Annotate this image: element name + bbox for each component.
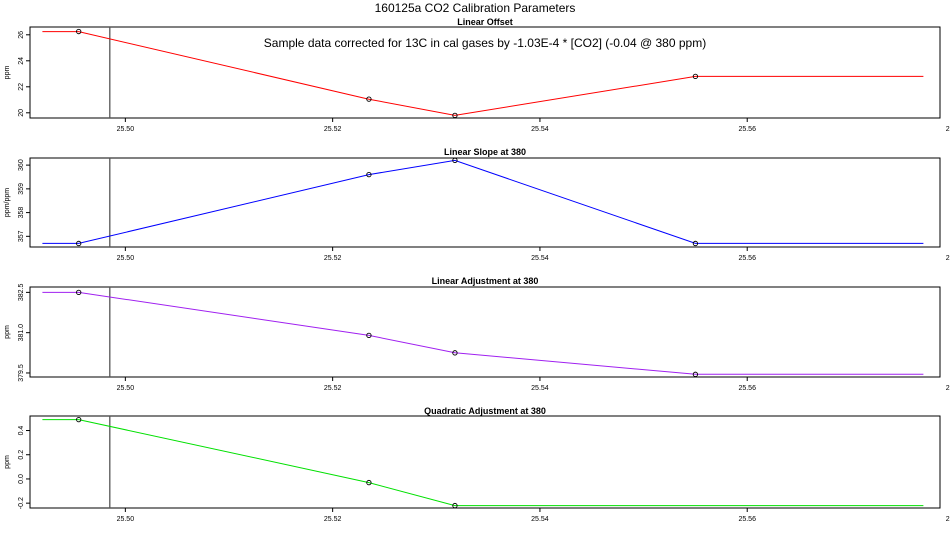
- data-point: [76, 28, 82, 35]
- data-point: [452, 157, 458, 164]
- y-tick-label: 20: [18, 109, 25, 117]
- x-tick-label: 25.52: [324, 255, 342, 262]
- data-point: [76, 416, 82, 423]
- data-point: [692, 240, 699, 247]
- panel-title: Linear Offset: [457, 17, 513, 27]
- panel-title: Quadratic Adjustment at 380: [424, 406, 546, 416]
- data-point: [366, 479, 372, 486]
- plot-frame: [29, 157, 941, 248]
- y-axis-label: ppm: [4, 325, 11, 339]
- y-axis-label: ppm/ppm: [4, 188, 11, 217]
- panel-4: Quadratic Adjustment at 380 25.50 25.52 25.…: [4, 406, 950, 523]
- y-tick-label: 0.0: [18, 474, 25, 484]
- x-tick-label: 25.50: [117, 516, 135, 523]
- panel-title: Linear Slope at 380: [444, 147, 526, 157]
- x-tick-label: 25.50: [117, 385, 135, 392]
- data-point: [76, 289, 82, 296]
- panel-1: Linear Offset 25.50 25.52 25.54 25.56 25.58 20…: [4, 17, 950, 133]
- x-tick-label: 25.56: [738, 255, 756, 262]
- x-tick-label: 25.52: [324, 516, 342, 523]
- y-axis-label: ppm: [4, 455, 11, 469]
- panel-3: Linear Adjustment at 380 25.50 25.52 25.54 2…: [4, 276, 950, 392]
- x-tick-label: 25.56: [738, 126, 756, 133]
- x-tick-label: 25.50: [117, 126, 135, 133]
- y-tick-label: 360: [18, 159, 25, 171]
- data-point: [366, 96, 372, 102]
- data-point: [692, 371, 699, 377]
- x-tick-label: 25.54: [531, 126, 549, 133]
- x-tick-label: 25.56: [738, 516, 756, 523]
- y-tick-label: 26: [18, 31, 25, 39]
- x-tick-label: 25.50: [117, 255, 135, 262]
- data-point: [366, 171, 372, 178]
- data-point: [366, 332, 372, 339]
- data-point: [76, 240, 82, 247]
- series-line: [42, 291, 924, 375]
- data-point: [692, 73, 699, 80]
- x-tick-label: 25.58: [946, 516, 950, 523]
- y-tick-label: 381.0: [18, 324, 25, 342]
- series-line: [42, 419, 924, 507]
- panel-title: Linear Adjustment at 380: [432, 276, 539, 286]
- x-tick-label: 25.54: [531, 255, 549, 262]
- x-tick-label: 25.58: [946, 126, 950, 133]
- y-axis-label: ppm: [4, 66, 11, 80]
- data-point: [452, 350, 458, 356]
- y-tick-label: 379.5: [18, 364, 25, 382]
- plot-frame: [29, 415, 941, 509]
- x-tick-label: 25.54: [531, 385, 549, 392]
- y-tick-label: 358: [18, 207, 25, 219]
- x-tick-label: 25.56: [738, 385, 756, 392]
- correction-annotation: Sample data corrected for 13C in cal gas…: [264, 36, 706, 50]
- series-line: [42, 159, 924, 244]
- x-tick-label: 25.52: [324, 385, 342, 392]
- y-tick-label: 0.2: [18, 450, 25, 460]
- x-tick-label: 25.54: [531, 516, 549, 523]
- y-tick-label: 22: [18, 83, 25, 91]
- data-point: [452, 502, 458, 509]
- plot-frame: [29, 26, 941, 119]
- y-tick-label: 357: [18, 230, 25, 242]
- y-tick-label: 382.5: [18, 284, 25, 302]
- x-tick-label: 25.52: [324, 126, 342, 133]
- data-point: [452, 112, 458, 119]
- panel-2: Linear Slope at 380 25.50 25.52 25.54 25.56 2…: [4, 147, 950, 262]
- y-tick-label: 359: [18, 183, 25, 195]
- panels-container: Linear Offset 25.50 25.52 25.54 25.56 25.58 20…: [4, 17, 950, 523]
- plot-frame: [29, 286, 941, 378]
- y-tick-label: -0.2: [18, 497, 25, 509]
- x-tick-label: 25.58: [946, 385, 950, 392]
- series-line: [42, 31, 924, 116]
- x-tick-label: 25.58: [946, 255, 950, 262]
- y-tick-label: 24: [18, 57, 25, 65]
- figure-title: 160125a CO2 Calibration Parameters: [375, 1, 576, 15]
- y-tick-label: 0.4: [18, 426, 25, 436]
